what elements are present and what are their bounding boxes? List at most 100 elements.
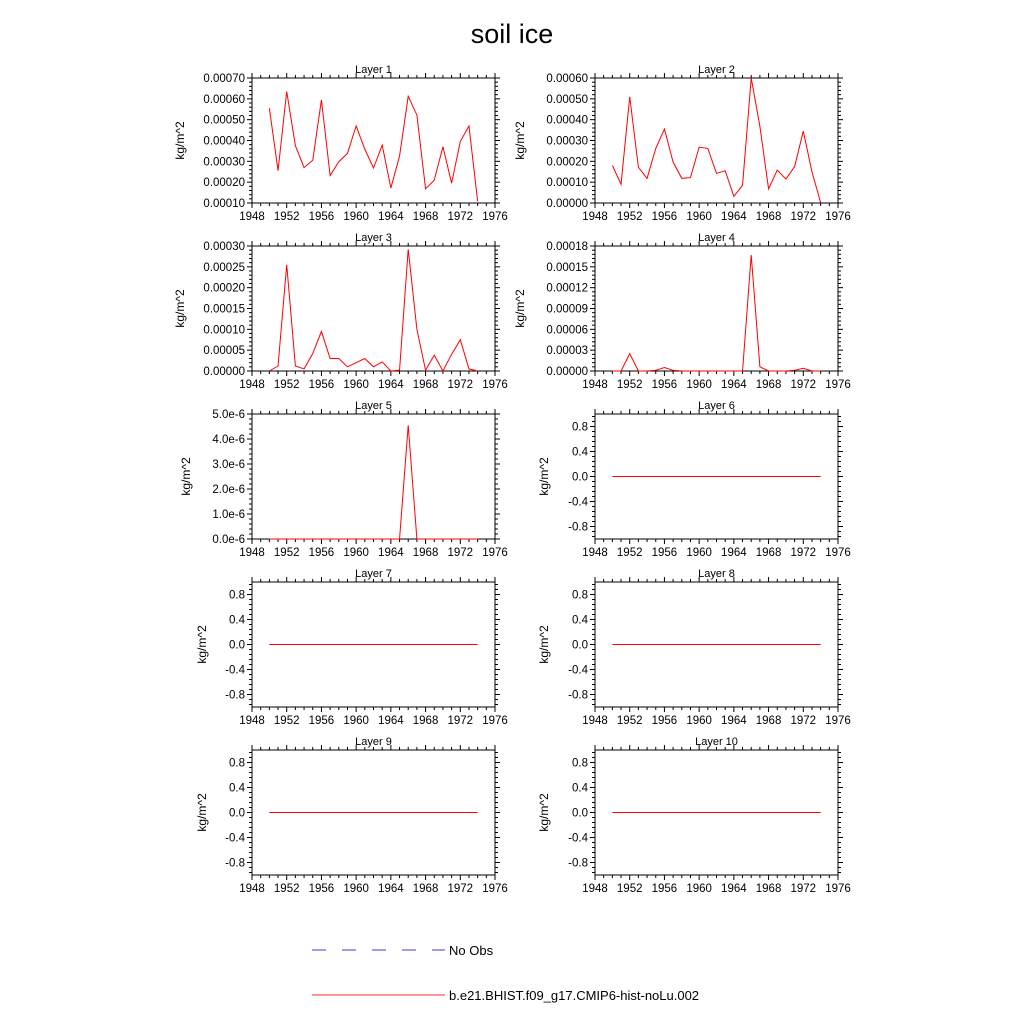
x-tick-label: 1948 bbox=[239, 547, 265, 559]
y-axis-label: kg/m^2 bbox=[173, 121, 187, 160]
series-line bbox=[269, 249, 478, 373]
x-tick-label: 1956 bbox=[652, 547, 678, 559]
x-tick-label: 1956 bbox=[309, 715, 335, 727]
y-axis-label: kg/m^2 bbox=[537, 625, 551, 664]
x-tick-label: 1976 bbox=[825, 715, 851, 727]
x-tick-label: 1952 bbox=[274, 715, 300, 727]
panel-layer-10: Layer 10 kg/m^2 1948 1952 1956 1960 1964 1968 19… bbox=[537, 736, 851, 895]
plot-frame bbox=[594, 77, 839, 204]
x-tick-label: 1960 bbox=[343, 883, 369, 895]
x-tick-label: 1960 bbox=[343, 379, 369, 391]
y-axis-label: kg/m^2 bbox=[195, 793, 209, 832]
x-tick-label: 1972 bbox=[447, 547, 473, 559]
y-tick-label: -0.8 bbox=[568, 858, 588, 870]
x-tick-label: 1964 bbox=[378, 883, 404, 895]
x-tick-label: 1948 bbox=[582, 715, 608, 727]
panel-layer-1: Layer 1 kg/m^2 1948 1952 1956 1960 1964 1968 197… bbox=[173, 64, 508, 223]
y-tick-label: 0.0 bbox=[572, 808, 588, 820]
panels-group: Layer 1 kg/m^2 1948 1952 1956 1960 1964 1968 197… bbox=[173, 64, 851, 895]
y-tick-label: 0.00040 bbox=[546, 115, 588, 127]
x-tick-label: 1968 bbox=[413, 547, 439, 559]
y-tick-label: 0.0e-6 bbox=[212, 534, 245, 546]
x-tick-label: 1952 bbox=[617, 715, 643, 727]
x-tick-label: 1960 bbox=[343, 547, 369, 559]
panel-title: Layer 1 bbox=[355, 64, 392, 76]
panel-title: Layer 3 bbox=[355, 232, 392, 244]
panel-title: Layer 9 bbox=[355, 736, 392, 748]
series-line bbox=[611, 77, 822, 203]
x-tick-label: 1956 bbox=[652, 883, 678, 895]
x-tick-label: 1976 bbox=[825, 211, 851, 223]
x-tick-label: 1948 bbox=[239, 379, 265, 391]
y-tick-label: 0.0 bbox=[229, 640, 245, 652]
x-tick-label: 1968 bbox=[413, 883, 439, 895]
panel-layer-5: Layer 5 kg/m^2 1948 1952 1956 1960 1964 1968 197… bbox=[179, 400, 508, 559]
x-tick-label: 1964 bbox=[721, 883, 747, 895]
panel-title: Layer 5 bbox=[355, 400, 392, 412]
panel-title: Layer 2 bbox=[698, 64, 735, 76]
x-tick-label: 1952 bbox=[274, 883, 300, 895]
x-tick-label: 1968 bbox=[756, 715, 782, 727]
x-tick-label: 1952 bbox=[617, 547, 643, 559]
x-tick-label: 1964 bbox=[721, 715, 747, 727]
x-tick-label: 1948 bbox=[582, 547, 608, 559]
y-tick-label: 0.8 bbox=[572, 758, 588, 770]
y-tick-label: 0.8 bbox=[229, 590, 245, 602]
series-line bbox=[612, 254, 821, 372]
y-tick-label: 0.00030 bbox=[203, 241, 245, 253]
y-axis-label: kg/m^2 bbox=[537, 457, 551, 496]
x-tick-label: 1972 bbox=[447, 211, 473, 223]
x-tick-label: 1976 bbox=[482, 547, 508, 559]
plot-frame bbox=[251, 245, 496, 372]
y-tick-label: 0.00010 bbox=[546, 177, 588, 189]
y-tick-label: 0.00000 bbox=[203, 366, 245, 378]
y-tick-label: 0.8 bbox=[572, 590, 588, 602]
y-tick-label: 0.4 bbox=[572, 783, 589, 795]
x-tick-label: 1968 bbox=[756, 883, 782, 895]
panel-layer-9: Layer 9 kg/m^2 1948 1952 1956 1960 1964 1968 197… bbox=[195, 736, 508, 895]
x-tick-label: 1976 bbox=[482, 715, 508, 727]
y-tick-label: 0.00050 bbox=[203, 115, 245, 127]
y-axis-label: kg/m^2 bbox=[179, 457, 193, 496]
series-line bbox=[268, 91, 479, 202]
x-tick-label: 1976 bbox=[825, 883, 851, 895]
y-tick-label: 0.00015 bbox=[546, 262, 588, 274]
y-tick-label: 0.4 bbox=[572, 447, 589, 459]
y-tick-label: 0.00030 bbox=[203, 156, 245, 168]
x-tick-label: 1968 bbox=[413, 379, 439, 391]
y-tick-label: 0.00018 bbox=[546, 241, 588, 253]
panel-layer-2: Layer 2 kg/m^2 1948 1952 1956 1960 1964 1968 197… bbox=[513, 64, 851, 223]
x-tick-label: 1948 bbox=[582, 379, 608, 391]
x-tick-label: 1976 bbox=[482, 379, 508, 391]
y-tick-label: 0.00003 bbox=[546, 345, 588, 357]
y-tick-label: 0.00060 bbox=[203, 94, 245, 106]
y-tick-label: 0.0 bbox=[572, 472, 588, 484]
panel-layer-6: Layer 6 kg/m^2 1948 1952 1956 1960 1964 1968 197… bbox=[537, 400, 851, 559]
x-tick-label: 1952 bbox=[274, 211, 300, 223]
x-tick-label: 1972 bbox=[447, 379, 473, 391]
y-tick-label: 0.0 bbox=[572, 640, 588, 652]
y-tick-label: 0.8 bbox=[572, 422, 588, 434]
y-tick-label: 0.0 bbox=[229, 808, 245, 820]
x-tick-label: 1968 bbox=[756, 547, 782, 559]
y-tick-label: 0.00040 bbox=[203, 136, 245, 148]
y-tick-label: 0.00020 bbox=[546, 156, 588, 168]
x-tick-label: 1948 bbox=[239, 883, 265, 895]
x-tick-label: 1976 bbox=[825, 547, 851, 559]
panel-layer-4: Layer 4 kg/m^2 1948 1952 1956 1960 1964 1968 197… bbox=[513, 232, 851, 391]
panel-title: Layer 7 bbox=[355, 568, 392, 580]
y-tick-label: -0.4 bbox=[225, 665, 245, 677]
y-tick-label: 0.00050 bbox=[546, 94, 588, 106]
plot-frame bbox=[594, 245, 839, 372]
x-tick-label: 1964 bbox=[378, 379, 404, 391]
x-tick-label: 1968 bbox=[413, 211, 439, 223]
x-tick-label: 1972 bbox=[790, 715, 816, 727]
y-tick-label: -0.8 bbox=[568, 690, 588, 702]
y-tick-label: 3.0e-6 bbox=[212, 459, 245, 471]
y-tick-label: 0.00009 bbox=[546, 304, 588, 316]
x-tick-label: 1960 bbox=[343, 715, 369, 727]
y-axis-label: kg/m^2 bbox=[513, 289, 527, 328]
legend-label-no-obs: No Obs bbox=[449, 943, 494, 958]
x-tick-label: 1964 bbox=[378, 547, 404, 559]
